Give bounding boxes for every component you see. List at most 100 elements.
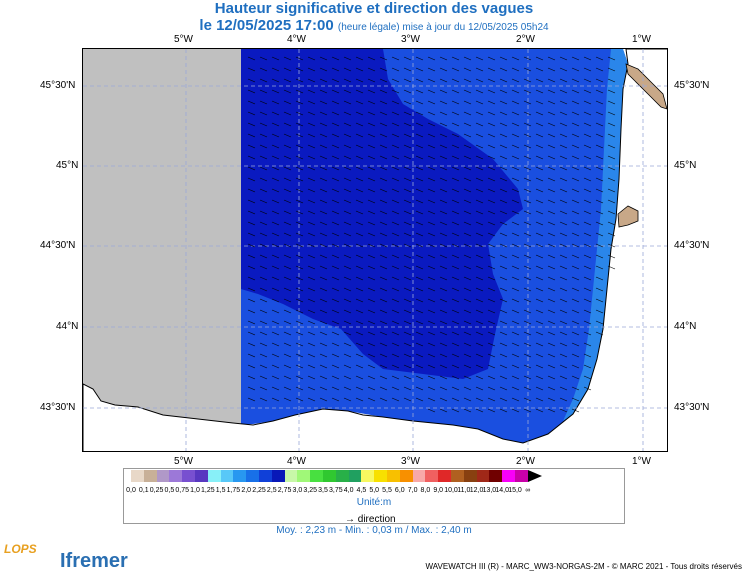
direction-arrow [283,254,292,259]
direction-arrow [247,309,256,314]
direction-arrow [391,221,400,226]
colorbar-label: 3,0 [292,487,303,494]
lon-label-top: 2°W [516,34,535,45]
direction-arrow [343,397,352,402]
direction-arrow [571,408,580,413]
direction-arrow [355,177,364,182]
direction-arrow [571,221,580,226]
direction-arrow [451,331,460,336]
direction-arrow [415,353,424,358]
direction-arrow [415,177,424,182]
direction-arrow [247,133,256,138]
direction-arrow [595,78,604,83]
direction-arrow [319,122,328,127]
direction-arrow [295,133,304,138]
direction-arrow [595,320,604,325]
direction-arrow [427,331,436,336]
direction-arrow [331,89,340,94]
colorbar-label: 15,0 [508,487,522,494]
direction-arrow [295,199,304,204]
direction-arrow [343,144,352,149]
direction-arrow [547,133,556,138]
direction-arrow [535,342,544,347]
direction-arrow [559,331,568,336]
direction-arrow [271,353,280,358]
direction-arrow [391,177,400,182]
direction-arrow [307,133,316,138]
direction-arrow [343,199,352,204]
direction-arrow [583,166,592,171]
direction-arrow [475,144,484,149]
direction-arrow [331,320,340,325]
direction-arrow [247,111,256,116]
direction-arrow [379,342,388,347]
direction-arrow [259,397,268,402]
direction-arrow [403,111,412,116]
colorbar-cell [131,470,144,482]
direction-arrow [307,177,316,182]
direction-arrow [295,89,304,94]
direction-arrow [391,89,400,94]
direction-arrow [571,111,580,116]
direction-arrow [343,188,352,193]
direction-arrow [451,386,460,391]
direction-arrow [355,287,364,292]
direction-arrow [511,364,520,369]
colorbar-cell [297,470,311,482]
direction-arrow [331,265,340,270]
direction-arrow [451,265,460,270]
direction-arrow [247,254,256,259]
lat-label-left: 43°30'N [40,402,76,413]
direction-arrow [259,386,268,391]
direction-arrow [451,375,460,380]
direction-arrow [427,320,436,325]
direction-arrow [571,320,580,325]
direction-arrow [247,232,256,237]
direction-arrow [547,100,556,105]
direction-arrow [391,243,400,248]
direction-arrow [571,364,580,369]
direction-arrow [487,287,496,292]
direction-arrow [247,56,256,61]
forecast-datetime: le 12/05/2025 17:00 [199,17,334,34]
direction-arrow [439,56,448,61]
direction-arrow [343,254,352,259]
direction-arrow [475,166,484,171]
direction-arrow [559,155,568,160]
direction-arrow [331,331,340,336]
direction-arrow [343,166,352,171]
direction-arrow [271,56,280,61]
direction-arrow [367,67,376,72]
direction-arrow [403,155,412,160]
direction-arrow [367,397,376,402]
direction-arrow [499,78,508,83]
direction-arrow [415,243,424,248]
direction-arrow [283,89,292,94]
direction-arrow [523,100,532,105]
direction-arrow [331,243,340,248]
direction-arrow [307,364,316,369]
direction-arrow [379,89,388,94]
direction-arrow [559,386,568,391]
statistics: Moy. : 2,23 m - Min. : 0,03 m / Max. : 2… [276,525,472,536]
colorbar-cell [246,470,259,482]
direction-arrow [391,375,400,380]
direction-arrow [319,375,328,380]
direction-arrow [439,309,448,314]
direction-arrow [451,353,460,358]
wave-map[interactable] [82,48,668,452]
direction-arrow [439,375,448,380]
lat-label-right: 44°30'N [674,240,710,251]
direction-arrow [271,144,280,149]
direction-arrow [283,342,292,347]
direction-arrow [535,287,544,292]
direction-arrow [595,287,604,292]
direction-arrow [271,375,280,380]
direction-arrow [427,287,436,292]
direction-arrow [319,298,328,303]
direction-arrow [559,298,568,303]
direction-arrow [451,122,460,127]
direction-arrow [331,309,340,314]
direction-arrow [367,188,376,193]
no-data-area [83,49,241,451]
